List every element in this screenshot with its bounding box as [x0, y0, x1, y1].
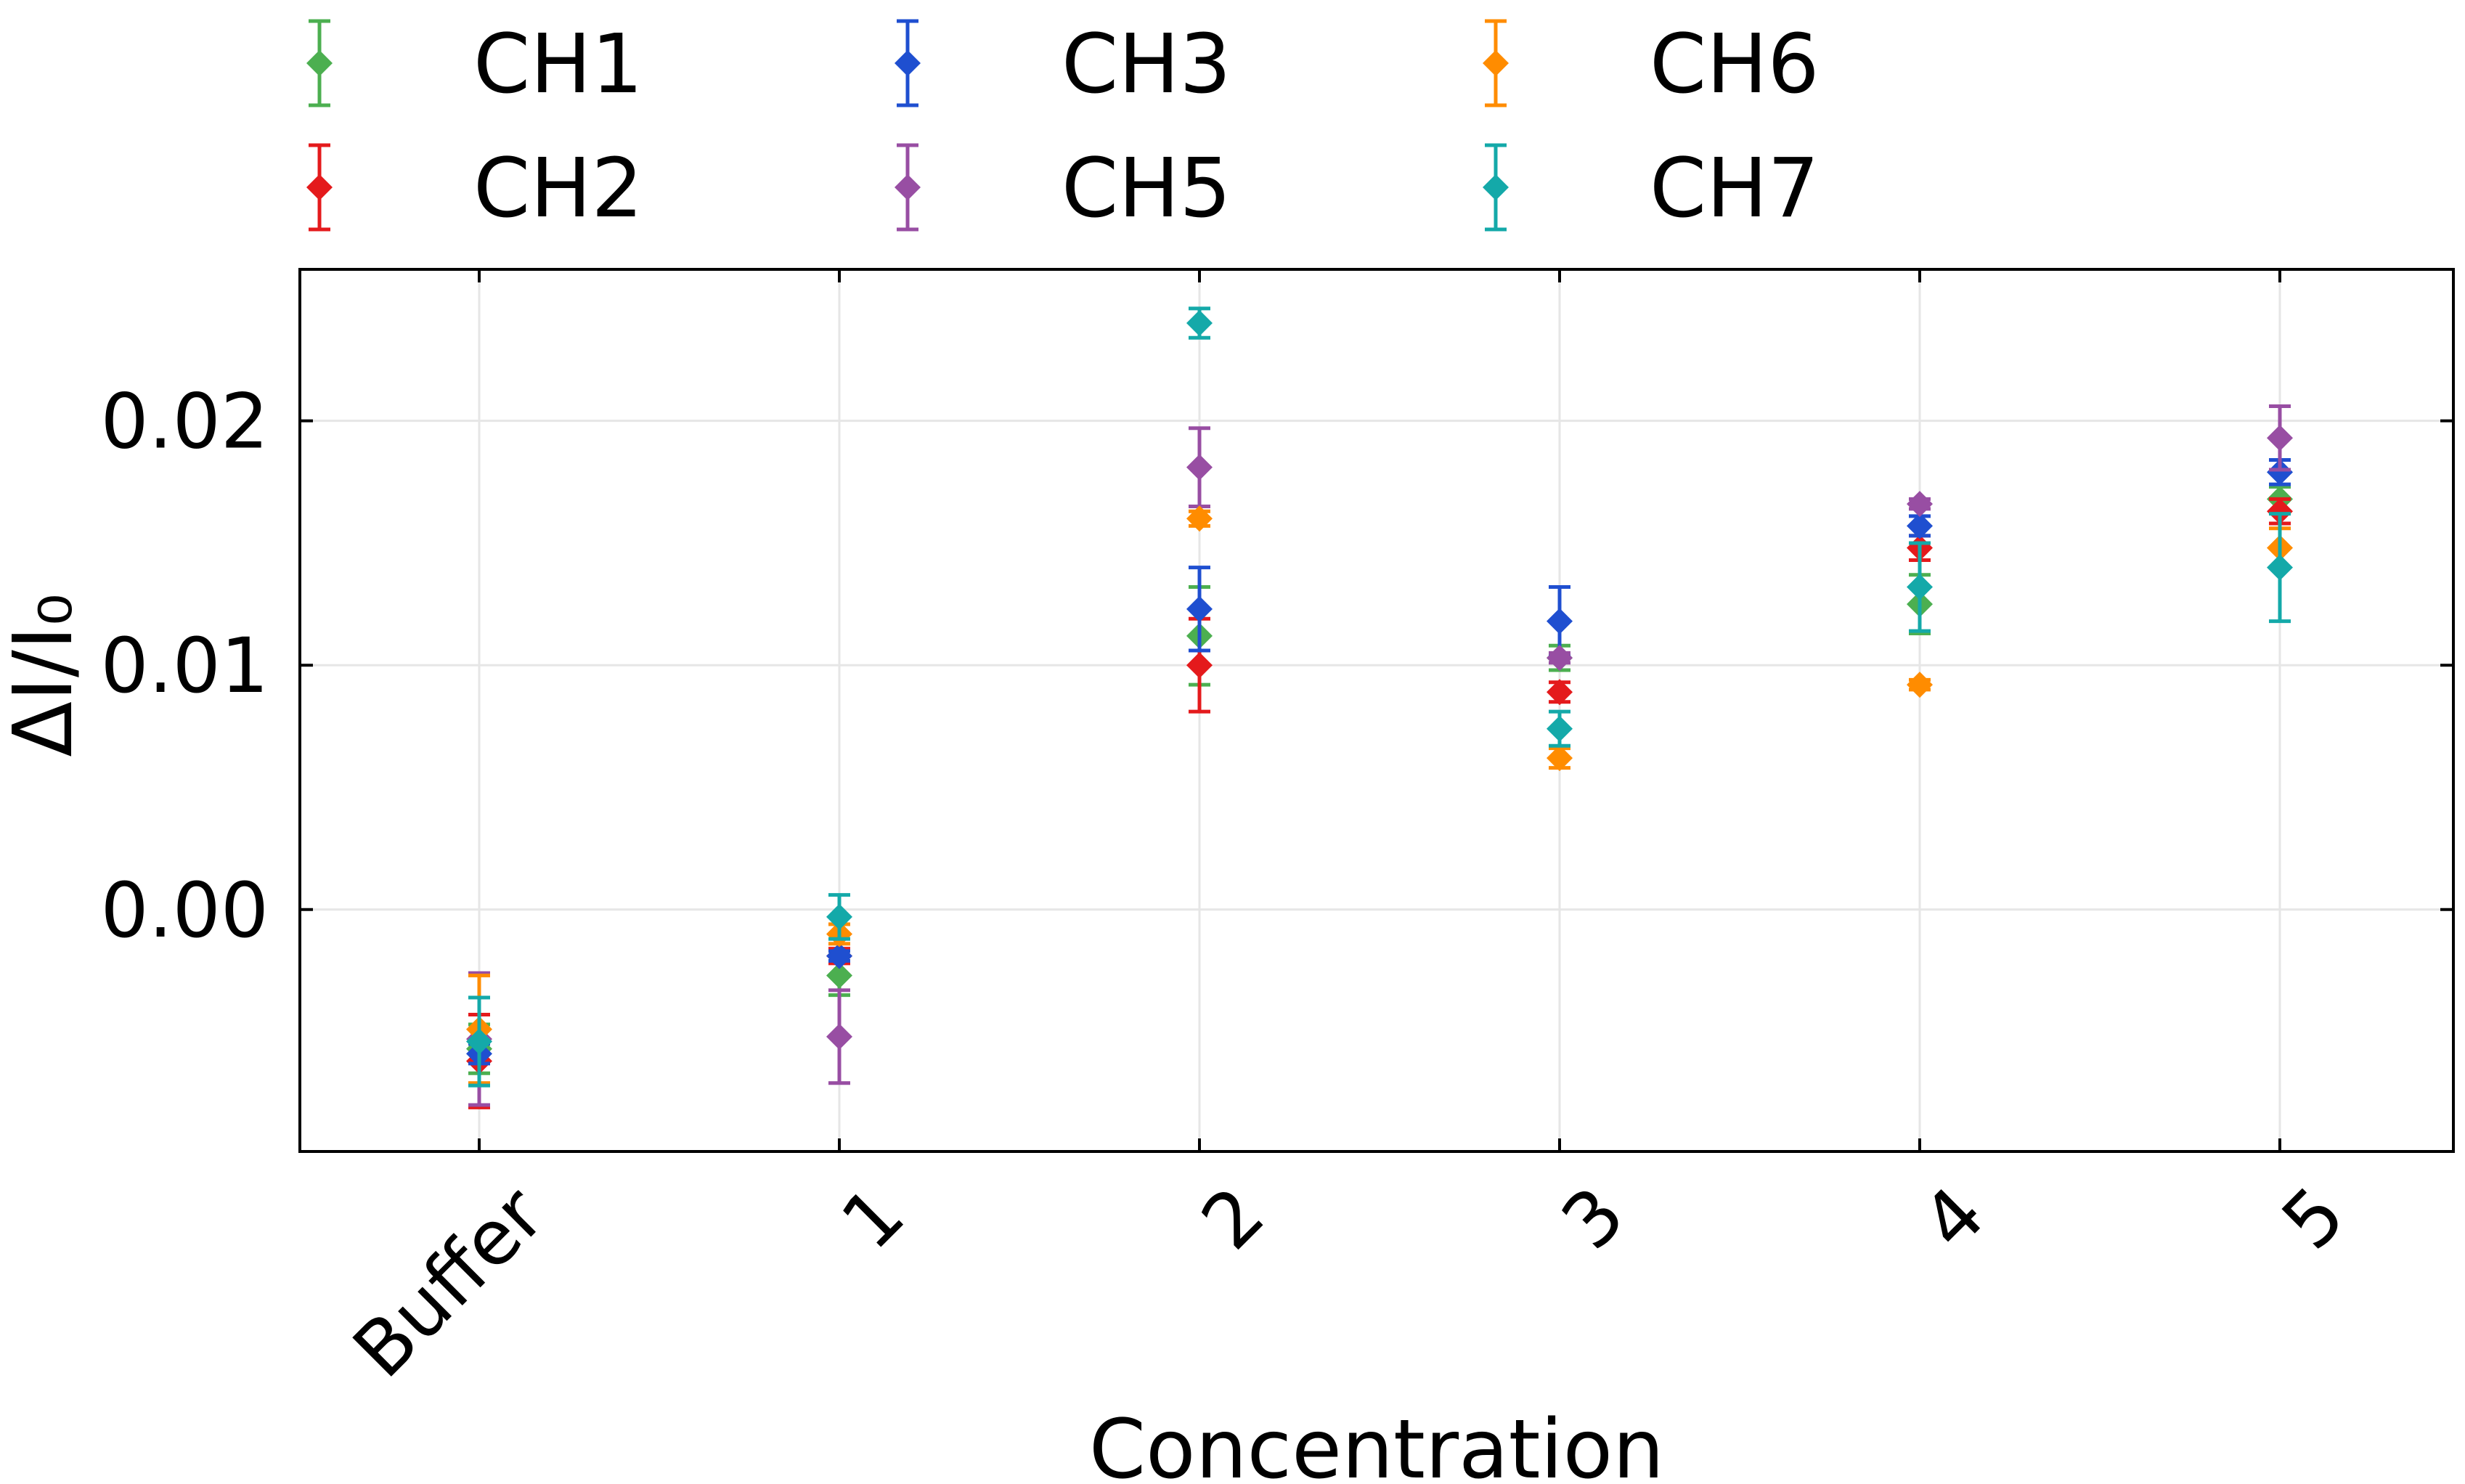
data-point	[1186, 595, 1213, 622]
data-point	[1907, 513, 1933, 539]
legend-item-ch2: CH2	[306, 142, 643, 236]
x-tick-label: 2	[1184, 1170, 1281, 1266]
data-point	[826, 1023, 852, 1050]
plot-frame	[298, 268, 2455, 1153]
data-point	[826, 942, 852, 969]
axis-ticks: Buffer 1 2 3 4 5 0.00 0.01 0.02	[100, 269, 2453, 1395]
legend-marker	[895, 174, 921, 200]
legend-label: CH1	[473, 17, 643, 112]
legend-label: CH5	[1062, 142, 1231, 236]
data-point	[826, 903, 852, 930]
x-tick-label: 4	[1904, 1170, 2001, 1266]
legend-item-ch1: CH1	[306, 17, 643, 112]
series-ch6	[466, 505, 2293, 1085]
series-ch5	[466, 404, 2293, 1107]
legend-label: CH2	[473, 142, 643, 236]
legend-label: CH7	[1650, 142, 1820, 236]
data-point	[1547, 715, 1573, 742]
x-axis-title: Concentration	[1089, 1403, 1664, 1480]
x-tick-label: 1	[824, 1170, 921, 1266]
data-point	[1186, 505, 1213, 532]
data-point	[2267, 554, 2293, 581]
legend-label: CH6	[1650, 17, 1820, 112]
data-point	[826, 962, 852, 989]
legend: CH1 CH2 CH3 CH5 CH6 CH7	[306, 17, 1820, 236]
data-point	[1547, 608, 1573, 635]
data-point	[1186, 454, 1213, 481]
legend-marker	[895, 50, 921, 76]
y-axis-title: ΔI/I₀	[0, 593, 91, 757]
x-tick-label: 3	[1544, 1170, 1641, 1266]
legend-item-ch3: CH3	[895, 17, 1231, 112]
data-marks	[466, 306, 2293, 1109]
x-tick-label: 5	[2265, 1170, 2361, 1266]
data-point	[1547, 679, 1573, 706]
legend-marker	[1483, 174, 1509, 200]
data-point	[1547, 745, 1573, 772]
legend-label: CH3	[1062, 17, 1231, 112]
y-tick-label: 0.02	[100, 378, 269, 466]
y-tick-label: 0.00	[100, 866, 269, 955]
data-point	[2267, 498, 2293, 525]
series-ch1	[466, 485, 2293, 1075]
legend-marker	[306, 50, 333, 76]
legend-item-ch7: CH7	[1483, 142, 1820, 236]
data-point	[1907, 491, 1933, 518]
legend-item-ch6: CH6	[1483, 17, 1820, 112]
legend-marker	[1483, 50, 1509, 76]
series-ch3	[466, 458, 2293, 1067]
data-point	[2267, 459, 2293, 486]
grid	[300, 269, 2453, 1151]
x-tick-label: Buffer	[336, 1170, 561, 1395]
data-point	[1186, 310, 1213, 337]
data-point	[1186, 652, 1213, 679]
series-ch2	[466, 497, 2293, 1109]
legend-marker	[306, 174, 333, 200]
data-point	[1547, 645, 1573, 672]
data-point	[1907, 672, 1933, 698]
data-point	[2267, 425, 2293, 452]
data-point	[466, 1028, 492, 1055]
y-tick-label: 0.01	[100, 621, 269, 710]
data-point	[1907, 574, 1933, 600]
series-ch7	[466, 306, 2293, 1088]
legend-item-ch5: CH5	[895, 142, 1231, 236]
